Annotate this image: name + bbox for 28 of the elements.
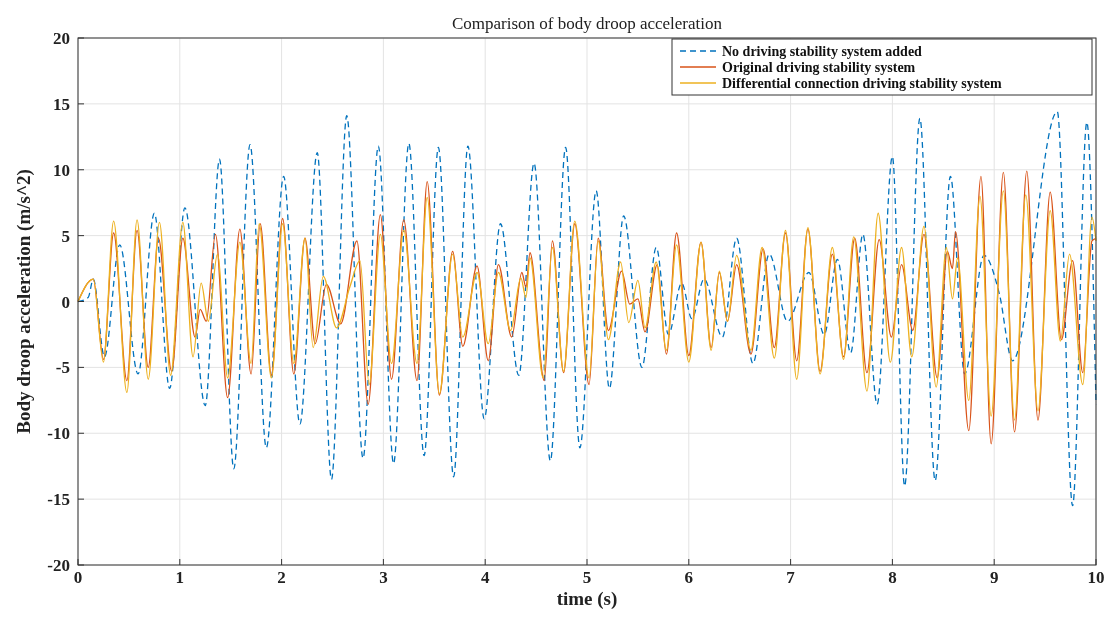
- x-tick-label: 4: [480, 568, 490, 587]
- x-tick-label: 9: [989, 568, 999, 587]
- chart-title: Comparison of body droop acceleration: [451, 14, 723, 33]
- x-tick-label: 7: [786, 568, 796, 587]
- y-tick-label: 20: [53, 29, 70, 48]
- legend-label: Differential connection driving stability system: [722, 76, 1003, 91]
- x-tick-label: 10: [1087, 568, 1105, 587]
- y-axis-title: Body droop acceleration (m/s^2): [13, 169, 35, 434]
- y-tick-label: -20: [47, 556, 70, 575]
- x-tick-label: 1: [175, 568, 185, 587]
- x-tick-label: 2: [277, 568, 286, 587]
- x-tick-label: 3: [379, 568, 388, 587]
- y-tick-label: 15: [53, 94, 70, 114]
- x-axis-title: time (s): [556, 588, 618, 610]
- legend-label: No driving stability system added: [722, 44, 923, 59]
- y-tick-label: 5: [61, 226, 70, 246]
- y-tick-label: 10: [53, 160, 70, 180]
- x-tick-label: 0: [73, 568, 83, 587]
- line-series: [77, 190, 1097, 421]
- y-tick-label: -15: [47, 490, 70, 510]
- x-tick-label: 5: [582, 568, 592, 587]
- y-tick-label: 0: [61, 292, 70, 312]
- y-tick-label: -5: [55, 358, 70, 378]
- line-series: [77, 111, 1097, 507]
- legend-label: Original driving stability system: [722, 60, 916, 75]
- x-tick-label: 6: [684, 568, 694, 587]
- x-tick-label: 8: [888, 568, 897, 587]
- y-tick-label: -10: [47, 424, 70, 444]
